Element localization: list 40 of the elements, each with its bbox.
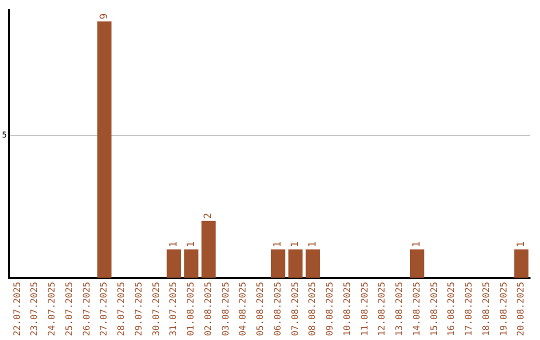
x-tick-label: 30.07.2025 [152, 282, 162, 336]
data-label: 1 [290, 241, 302, 248]
x-tick-label: 17.08.2025 [464, 282, 475, 336]
x-tick-label: 15.08.2025 [430, 282, 440, 336]
x-tick-label: 06.08.2025 [273, 282, 284, 336]
x-tick-label: 02.08.2025 [204, 282, 214, 336]
data-label: 1 [186, 241, 197, 248]
x-tick-label: 08.08.2025 [308, 282, 318, 336]
data-label: 1 [412, 241, 423, 248]
x-tick-label: 16.08.2025 [447, 282, 458, 336]
data-label: 1 [168, 241, 180, 248]
x-tick-label: 23.07.2025 [30, 282, 40, 336]
x-tick-label: 31.07.2025 [169, 282, 180, 336]
x-tick-label: 07.08.2025 [290, 282, 301, 336]
data-label: 2 [203, 212, 214, 219]
x-tick-label: 25.07.2025 [64, 282, 75, 336]
x-tick-label: 18.08.2025 [482, 282, 492, 336]
x-tick-label: 22.07.2025 [12, 282, 23, 336]
x-tick-label: 01.08.2025 [186, 282, 197, 336]
x-tick-label: 11.08.2025 [360, 282, 370, 336]
x-tick-label: 24.07.2025 [48, 282, 58, 336]
x-tick-label: 10.08.2025 [342, 282, 353, 336]
y-tick-label: 5 [2, 130, 7, 140]
data-label: 9 [98, 13, 110, 20]
x-tick-label: 20.08.2025 [516, 282, 527, 336]
x-tick-label: 28.07.2025 [117, 282, 128, 336]
x-tick-label: 13.08.2025 [395, 282, 406, 336]
data-label: 1 [272, 241, 284, 248]
x-tick-label: 12.08.2025 [378, 282, 388, 336]
x-tick-label: 05.08.2025 [256, 282, 266, 336]
x-tick-label: 14.08.2025 [412, 282, 422, 336]
x-tick-label: 19.08.2025 [499, 282, 510, 336]
x-tick-label: 26.07.2025 [82, 282, 92, 336]
x-tick-label: 04.08.2025 [238, 282, 249, 336]
data-label: 1 [516, 241, 527, 248]
x-tick-label: 03.08.2025 [221, 282, 232, 336]
data-label: 1 [307, 241, 318, 248]
x-tick-label: 27.07.2025 [100, 282, 110, 336]
x-tick-label: 29.07.2025 [134, 282, 144, 336]
x-tick-label: 09.08.2025 [326, 282, 336, 336]
